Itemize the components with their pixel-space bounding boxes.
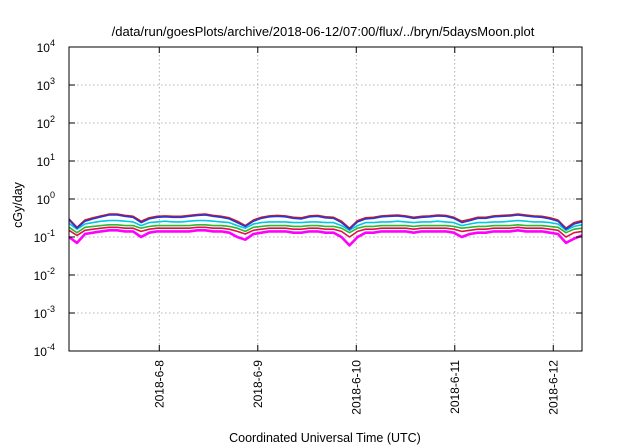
y-tick-label: 10-1 — [34, 228, 55, 245]
x-tick-label: 2018-6-11 — [448, 360, 462, 414]
series-line-5 — [68, 213, 583, 229]
ticks — [69, 46, 582, 352]
x-tick-label: 2018-6-10 — [349, 360, 363, 415]
series-line-6 — [68, 214, 583, 230]
y-tick-label: 10-2 — [34, 266, 55, 283]
y-tick-label: 103 — [37, 76, 55, 93]
series-line-3 — [68, 224, 583, 234]
y-tick-label: 101 — [37, 152, 55, 169]
series-layer — [68, 213, 583, 247]
series-line-2 — [68, 226, 583, 238]
grid — [69, 47, 582, 351]
y-tick-label: 10-4 — [34, 342, 55, 359]
y-tick-label: 104 — [37, 38, 55, 55]
y-tick-label: 102 — [37, 114, 55, 131]
y-tick-label: 100 — [37, 190, 55, 207]
x-tick-label: 2018-6-9 — [251, 360, 265, 408]
x-tick-label: 2018-6-8 — [152, 360, 166, 408]
y-tick-labels: 104 103 102 101 100 10-1 10-2 10-3 10-4 — [34, 38, 55, 359]
x-tick-labels: 2018-6-8 2018-6-9 2018-6-10 2018-6-11 2018-6… — [152, 360, 560, 415]
y-axis-label: cGy/day — [11, 181, 25, 228]
x-tick-label: 2018-6-12 — [546, 360, 560, 415]
y-tick-label: 10-3 — [34, 304, 55, 321]
chart-title: /data/run/goesPlots/archive/2018-06-12/0… — [112, 24, 535, 39]
x-axis-label: Coordinated Universal Time (UTC) — [229, 431, 421, 445]
series-line-1 — [68, 229, 583, 247]
series-line-4 — [68, 219, 583, 232]
